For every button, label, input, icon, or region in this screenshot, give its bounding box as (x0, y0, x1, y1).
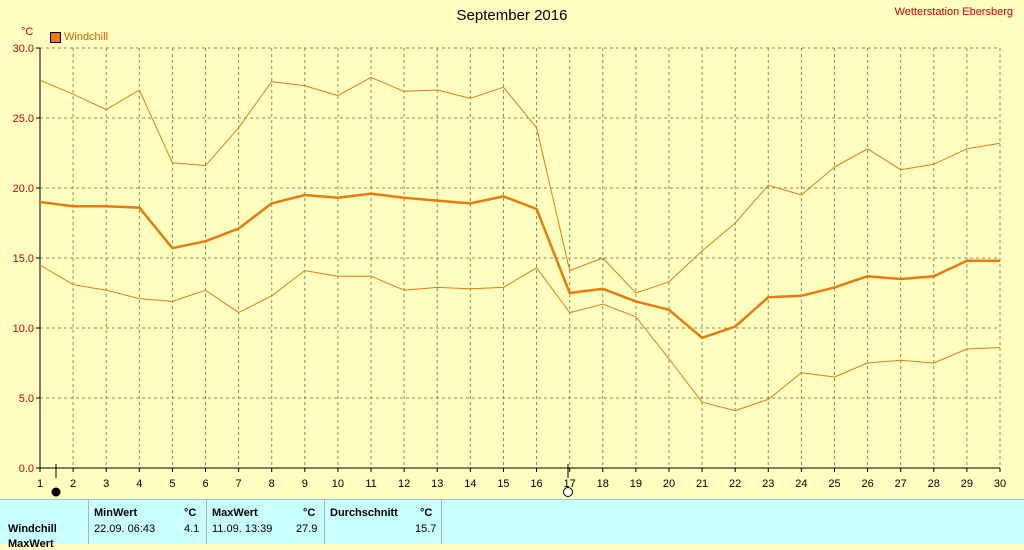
legend-label: Windchill (64, 31, 109, 43)
x-tick-label: 24 (795, 478, 807, 490)
y-tick-label: 20.0 (13, 183, 34, 195)
x-tick-label: 4 (136, 478, 142, 490)
x-tick-label: 22 (729, 478, 741, 490)
x-tick-label: 17 (564, 478, 576, 490)
x-tick-label: 29 (961, 478, 973, 490)
stats-divider (324, 500, 325, 544)
x-tick-label: 1 (37, 478, 43, 490)
avg-unit: °C (420, 507, 433, 519)
x-tick-label: 18 (597, 478, 609, 490)
x-tick-label: 16 (530, 478, 542, 490)
chart-grid (40, 47, 1001, 468)
stats-divider (88, 500, 89, 544)
min-unit: °C (184, 507, 197, 519)
avg-header: Durchschnitt (330, 507, 398, 519)
x-tick-label: 30 (994, 478, 1006, 490)
min-time: 22.09. 06:43 (94, 523, 156, 535)
station-name: Wetterstation Ebersberg (894, 6, 1013, 18)
x-tick-label: 6 (202, 478, 208, 490)
full-moon-icon (563, 487, 573, 497)
y-tick-label: 0.0 (19, 463, 34, 475)
y-axis-unit: °C (21, 26, 34, 38)
x-tick-label: 12 (398, 478, 410, 490)
y-tick-label: 10.0 (13, 323, 34, 335)
x-tick-label: 23 (762, 478, 774, 490)
x-tick-label: 20 (663, 478, 675, 490)
x-tick-label: 8 (269, 478, 275, 490)
series-line-max (39, 76, 1001, 294)
y-tick-label: 15.0 (13, 253, 34, 265)
x-tick-label: 21 (696, 478, 708, 490)
x-tick-label: 5 (169, 478, 175, 490)
stats-panel: MinWert °C MaxWert °C Durchschnitt °C Wi… (0, 499, 1024, 550)
chart-axes: 0.05.010.015.020.025.030.01 2 3 4 5 6 7 8 9 10 11 1… (13, 43, 1007, 490)
x-tick-label: 14 (464, 478, 476, 490)
x-tick-label: 19 (630, 478, 642, 490)
chart-series (39, 76, 1001, 412)
series-line-min (39, 264, 1001, 412)
legend: Windchill (50, 31, 108, 43)
max-value: 27.9 (296, 523, 318, 535)
min-value: 4.1 (184, 523, 200, 535)
x-tick-label: 10 (332, 478, 344, 490)
x-tick-label: 27 (895, 478, 907, 490)
x-tick-label: 7 (236, 478, 242, 490)
avg-value: 15.7 (415, 523, 437, 535)
x-tick-label: 26 (861, 478, 873, 490)
x-tick-label: 11 (365, 478, 376, 490)
y-tick-label: 5.0 (19, 393, 34, 405)
x-tick-label: 2 (70, 478, 76, 490)
max-unit: °C (303, 507, 316, 519)
stats-divider (206, 500, 207, 544)
stats-divider (441, 500, 442, 544)
min-header: MinWert (94, 507, 138, 519)
chart-markers (51, 464, 573, 497)
x-tick-label: 28 (928, 478, 940, 490)
stats-next-row-label: MaxWert (8, 538, 54, 550)
x-tick-label: 15 (497, 478, 509, 490)
x-tick-label: 9 (302, 478, 308, 490)
x-tick-label: 25 (828, 478, 840, 490)
windchill-chart: 0.05.010.015.020.025.030.01 2 3 4 5 6 7 8 9 10 11 1… (13, 43, 1007, 497)
series-line-avg (39, 192, 1000, 340)
x-tick-label: 3 (103, 478, 109, 490)
legend-swatch (50, 31, 61, 43)
stats-row-label: Windchill (8, 523, 57, 535)
max-header: MaxWert (212, 507, 258, 519)
x-tick-label: 13 (431, 478, 443, 490)
y-tick-label: 25.0 (13, 113, 34, 125)
new-moon-icon (51, 487, 61, 497)
y-tick-label: 30.0 (13, 43, 34, 55)
chart-title: September 2016 (456, 7, 568, 24)
max-time: 11.09. 13:39 (212, 523, 273, 535)
